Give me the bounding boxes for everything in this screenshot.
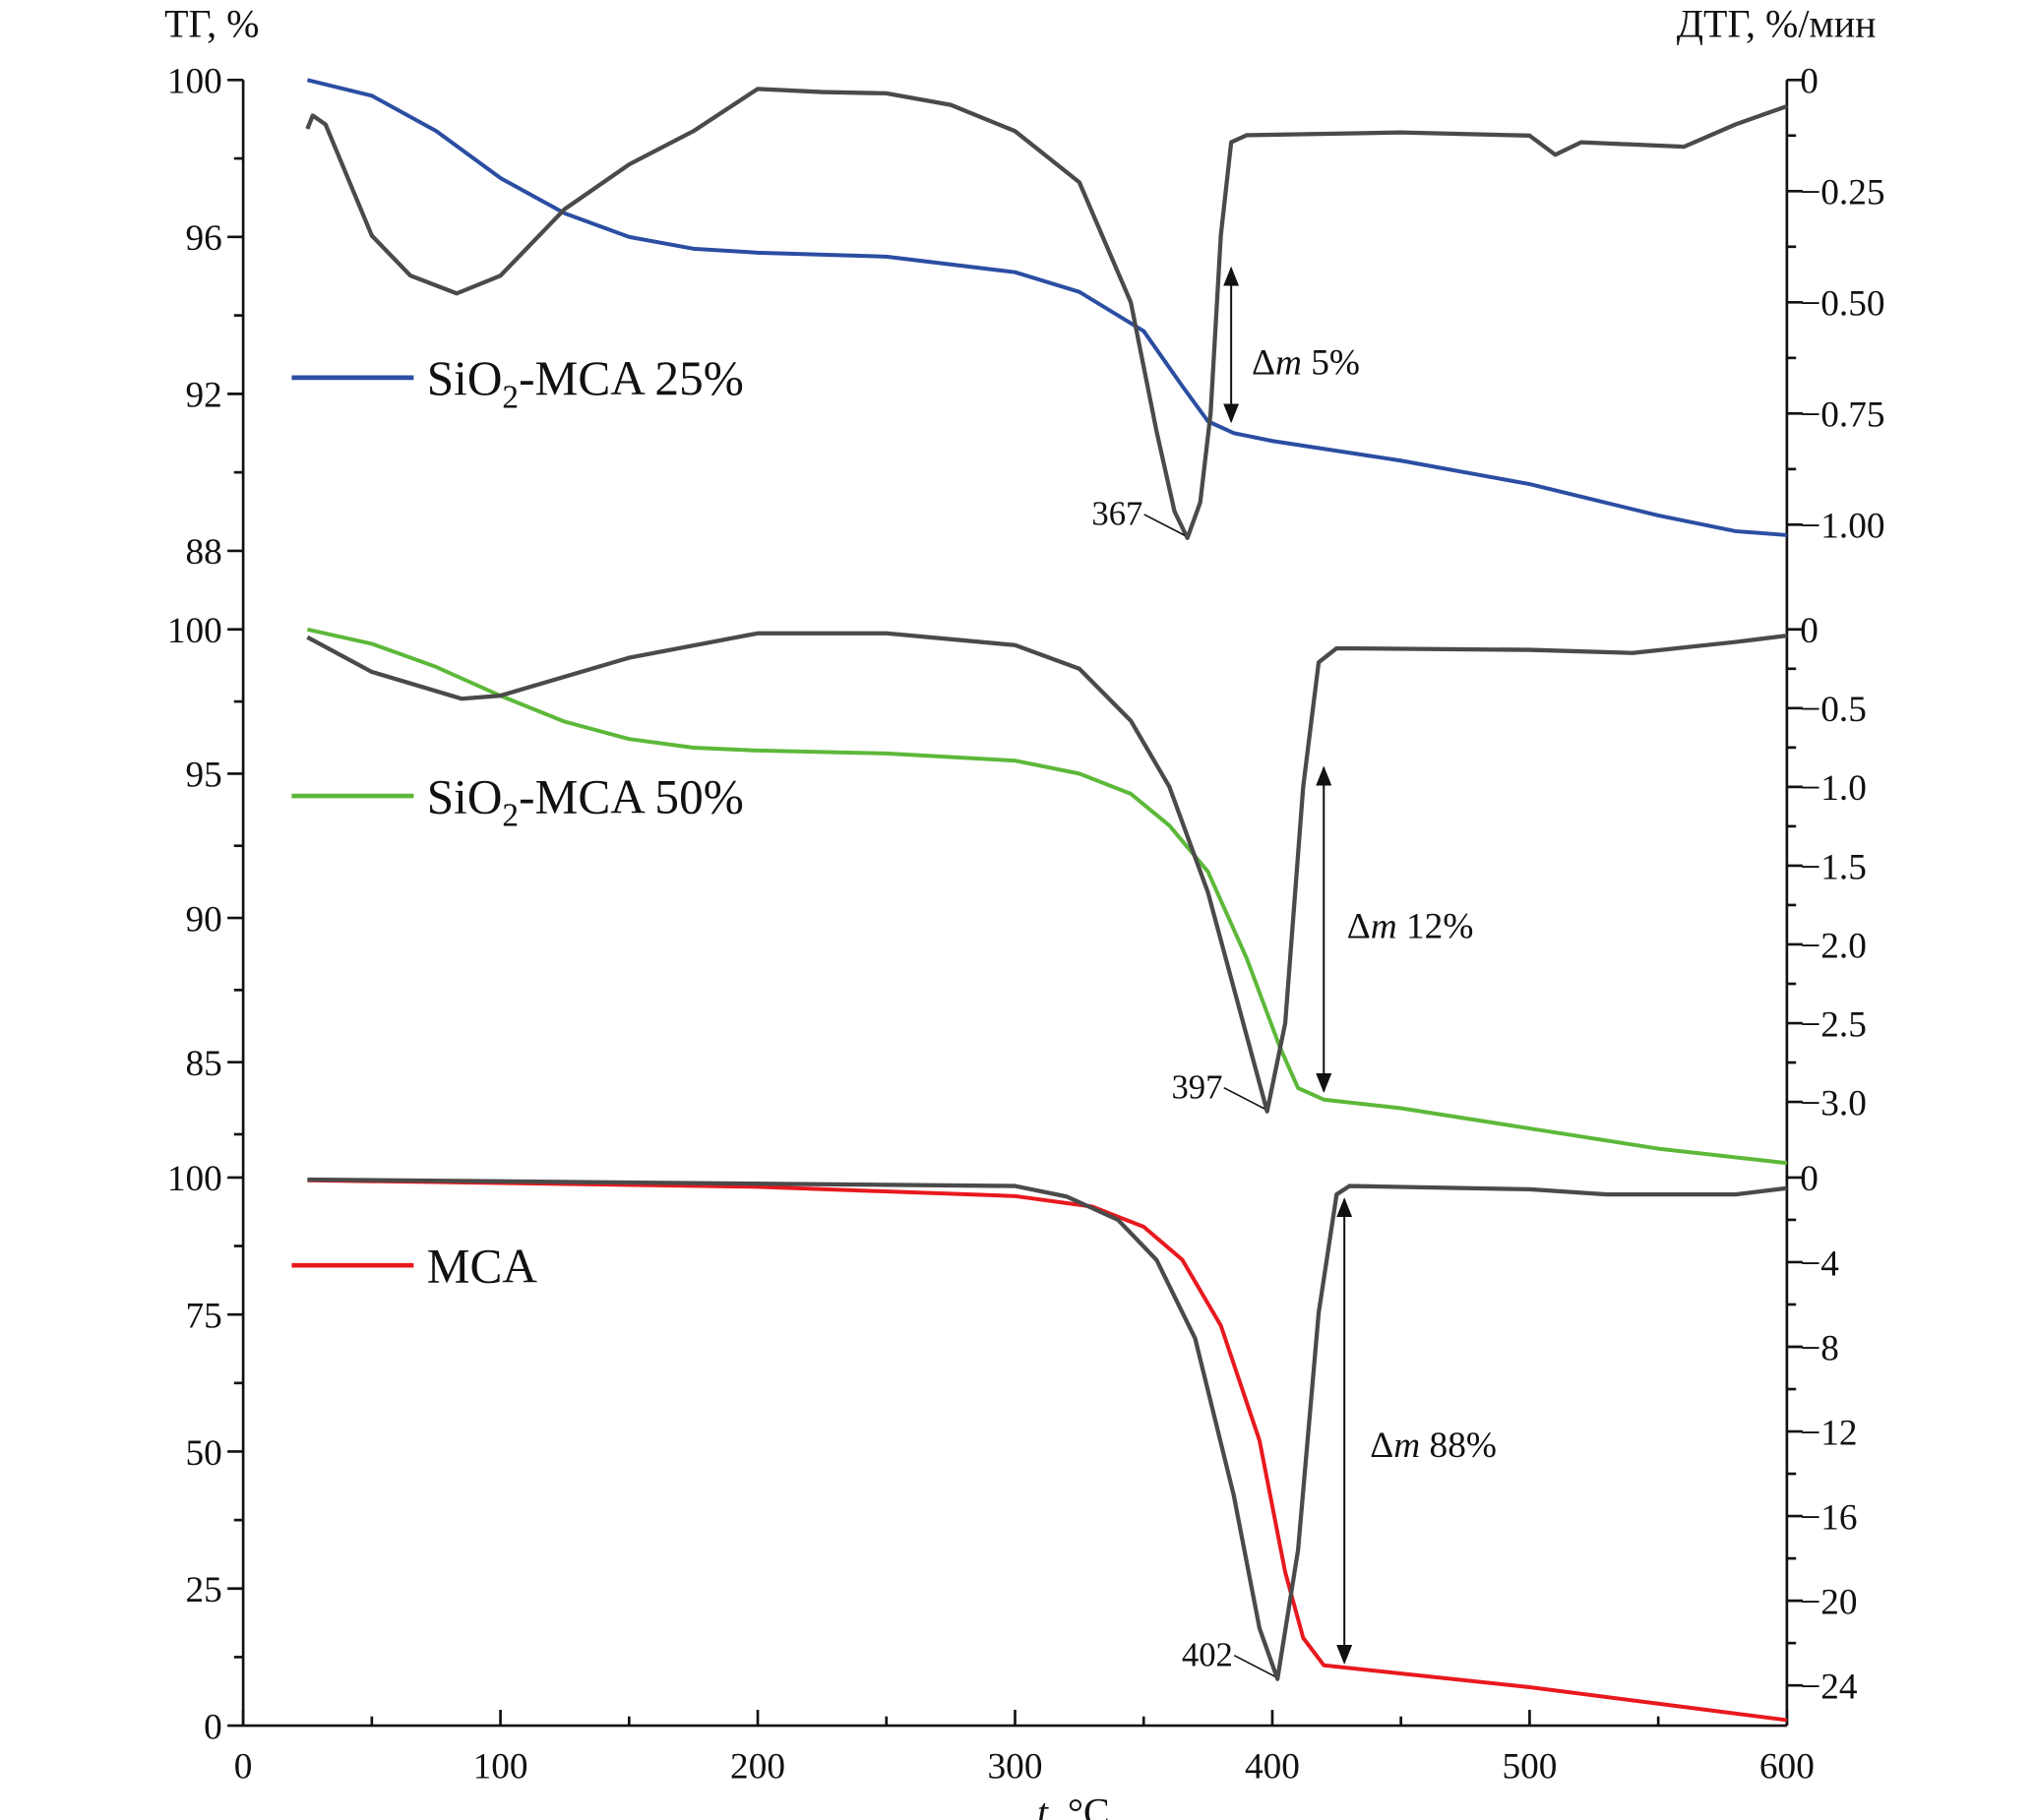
mass-loss-label: Δm 12% (1347, 907, 1474, 947)
panel-2: 85 90 95 100 0 −0.5 −1.0 −1.5 −2.0 −2.5 −3.0 SiO2-M… (167, 611, 1867, 1166)
tg-curve (307, 1178, 1788, 1723)
left-tick-label: 75 (185, 1297, 221, 1337)
right-tick-label: −8 (1800, 1328, 1839, 1368)
x-tick-label: 0 (234, 1746, 253, 1787)
right-tick-label: −20 (1800, 1582, 1857, 1622)
left-tick-label: 100 (167, 62, 222, 102)
panel-1: 88 92 96 100 0 −0.25 −0.50 −0.75 −1.00 SiO2-MCA 2… (167, 62, 1885, 574)
dtg-curve (305, 87, 1788, 541)
left-tick-label: 100 (167, 611, 222, 651)
left-tick-label: 85 (185, 1044, 221, 1084)
left-tick-label: 95 (185, 756, 221, 796)
left-tick-label: 92 (185, 376, 221, 416)
right-tick-label: 0 (1800, 62, 1818, 102)
right-tick-label: −0.50 (1800, 284, 1884, 325)
right-tick-label: −24 (1800, 1667, 1858, 1707)
peak-label: 402 (1182, 1636, 1233, 1673)
legend-label: SiO2-MCA 50% (427, 769, 744, 833)
right-tick-label: −1.5 (1800, 847, 1867, 887)
y-axis-left-title: ТГ, % (164, 1, 259, 45)
right-tick-label: −4 (1800, 1244, 1839, 1284)
x-axis-title: t, °C (1037, 1790, 1110, 1820)
peak-leader (1233, 1655, 1275, 1677)
dtg-curve (306, 631, 1788, 1114)
left-tick-label: 100 (167, 1159, 222, 1199)
x-tick-label: 600 (1759, 1746, 1815, 1787)
legend-label: MCA (427, 1240, 538, 1294)
x-tick-label: 400 (1245, 1746, 1300, 1787)
right-tick-label: −2.0 (1800, 926, 1867, 966)
left-tick-label: 96 (185, 218, 221, 259)
mass-loss-label: Δm 88% (1370, 1426, 1497, 1466)
right-tick-label: −12 (1800, 1413, 1857, 1453)
left-tick-label: 0 (204, 1707, 222, 1747)
right-tick-label: −0.75 (1800, 395, 1884, 436)
x-tick-label: 500 (1502, 1746, 1557, 1787)
left-tick-label: 25 (185, 1570, 221, 1610)
panel-3: 0 25 50 75 100 0 −4 −8 −12 −16 −20 −24 MCA Δm 88% 402 (167, 1159, 1858, 1747)
peak-leader (1143, 514, 1186, 536)
peak-label: 397 (1171, 1068, 1222, 1106)
peak-leader (1223, 1086, 1265, 1110)
tg-curve (306, 78, 1788, 537)
right-tick-label: 0 (1800, 1159, 1818, 1199)
dtg-curve (307, 1177, 1788, 1681)
mass-loss-label: Δm 5% (1252, 342, 1360, 383)
peak-label: 367 (1091, 496, 1142, 533)
x-tick-label: 100 (473, 1746, 528, 1787)
tg-curve (306, 627, 1788, 1166)
x-tick-label: 300 (988, 1746, 1043, 1787)
right-tick-label: −1.0 (1800, 768, 1867, 809)
left-tick-label: 90 (185, 899, 221, 940)
right-tick-label: −1.00 (1800, 507, 1884, 547)
y-axis-right-title: ДТГ, %/мин (1677, 1, 1877, 45)
right-tick-label: 0 (1800, 611, 1818, 651)
legend-label: SiO2-MCA 25% (427, 351, 744, 415)
left-tick-label: 50 (185, 1433, 221, 1474)
right-tick-label: −0.5 (1800, 690, 1867, 730)
x-tick-label: 200 (730, 1746, 785, 1787)
left-tick-label: 88 (185, 532, 221, 573)
right-tick-label: −2.5 (1800, 1004, 1867, 1045)
right-tick-label: −16 (1800, 1497, 1857, 1538)
right-tick-label: −0.25 (1800, 173, 1884, 213)
right-tick-label: −3.0 (1800, 1083, 1867, 1123)
